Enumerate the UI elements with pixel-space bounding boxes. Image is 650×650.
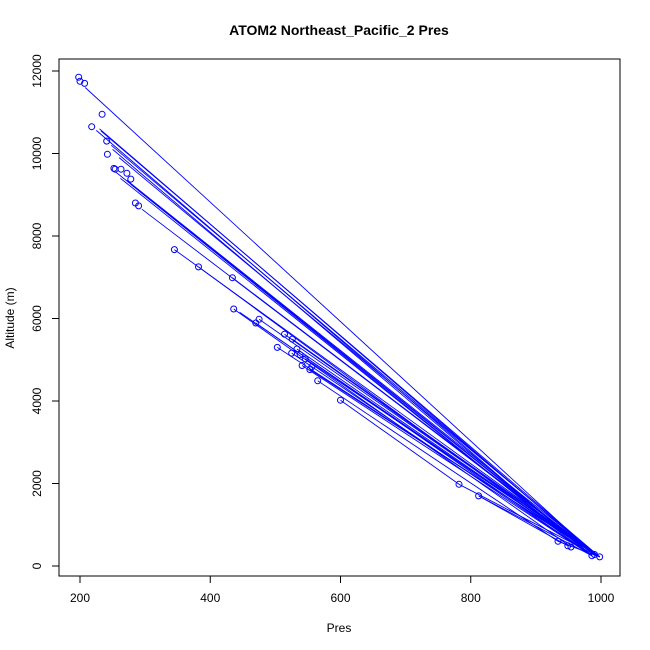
data-point — [337, 396, 344, 404]
data-point — [230, 305, 238, 313]
y-axis-title: Altitude (m) — [3, 287, 17, 348]
data-point — [596, 553, 604, 561]
data-point — [117, 165, 125, 173]
data-point — [293, 345, 301, 353]
chart-title: ATOM2 Northeast_Pacific_2 Pres — [229, 22, 449, 38]
data-point — [554, 537, 562, 545]
data-point — [298, 362, 306, 369]
profile-line — [309, 369, 600, 558]
data-point — [296, 351, 304, 359]
data-point — [288, 335, 296, 343]
y-tick-label: 6000 — [30, 305, 44, 332]
data-point — [567, 543, 575, 551]
data-point — [228, 274, 236, 282]
data-point — [98, 110, 106, 118]
data-point — [195, 263, 202, 271]
data-point — [127, 175, 135, 183]
data-point — [288, 349, 296, 357]
x-tick-label: 600 — [330, 591, 350, 605]
profile-line — [284, 333, 595, 555]
data-point — [564, 542, 572, 550]
y-tick-label: 4000 — [30, 387, 44, 414]
data-point — [81, 79, 89, 87]
x-tick-label: 400 — [200, 591, 220, 605]
y-tick-label: 10000 — [30, 136, 44, 170]
data-point — [308, 363, 316, 371]
profile-line — [84, 87, 595, 555]
profile-line — [100, 130, 600, 558]
data-point — [273, 343, 281, 351]
data-point — [255, 315, 263, 323]
data-point — [135, 202, 143, 210]
x-tick-label: 1000 — [588, 591, 615, 605]
y-tick-label: 8000 — [30, 222, 44, 249]
data-point — [103, 150, 111, 158]
profile-line — [292, 338, 600, 558]
data-point — [475, 492, 483, 500]
profile-line — [478, 495, 593, 557]
x-axis: 200 400 600 800 1000 — [70, 575, 615, 605]
y-tick-label: 2000 — [30, 470, 44, 497]
profile-line — [138, 190, 593, 557]
data-point — [170, 246, 178, 254]
data-point — [301, 355, 309, 363]
x-tick-label: 200 — [70, 591, 90, 605]
data-point — [281, 330, 288, 338]
y-tick-label: 0 — [30, 562, 44, 569]
profile-line — [478, 495, 569, 547]
data-point — [123, 169, 131, 177]
y-tick-label: 12000 — [30, 54, 44, 88]
profile-line — [301, 365, 593, 557]
data-point — [103, 137, 111, 145]
data-point — [314, 377, 322, 385]
profile-line — [126, 179, 600, 558]
plot-lines — [84, 87, 600, 558]
data-point — [110, 164, 118, 172]
x-axis-title: Pres — [327, 621, 352, 635]
plot-frame — [58, 58, 621, 577]
profile-line — [232, 277, 600, 558]
x-tick-label: 800 — [461, 591, 481, 605]
data-point — [88, 123, 96, 131]
profile-line — [305, 358, 598, 557]
profile-line — [258, 318, 600, 558]
y-axis: 0 2000 4000 6000 8000 10000 12000 — [30, 54, 60, 569]
data-point — [455, 480, 463, 488]
profile-line — [340, 399, 460, 485]
profile-line — [118, 157, 600, 558]
data-point — [75, 73, 83, 81]
plot-points — [75, 73, 604, 561]
profile-line — [112, 149, 593, 557]
